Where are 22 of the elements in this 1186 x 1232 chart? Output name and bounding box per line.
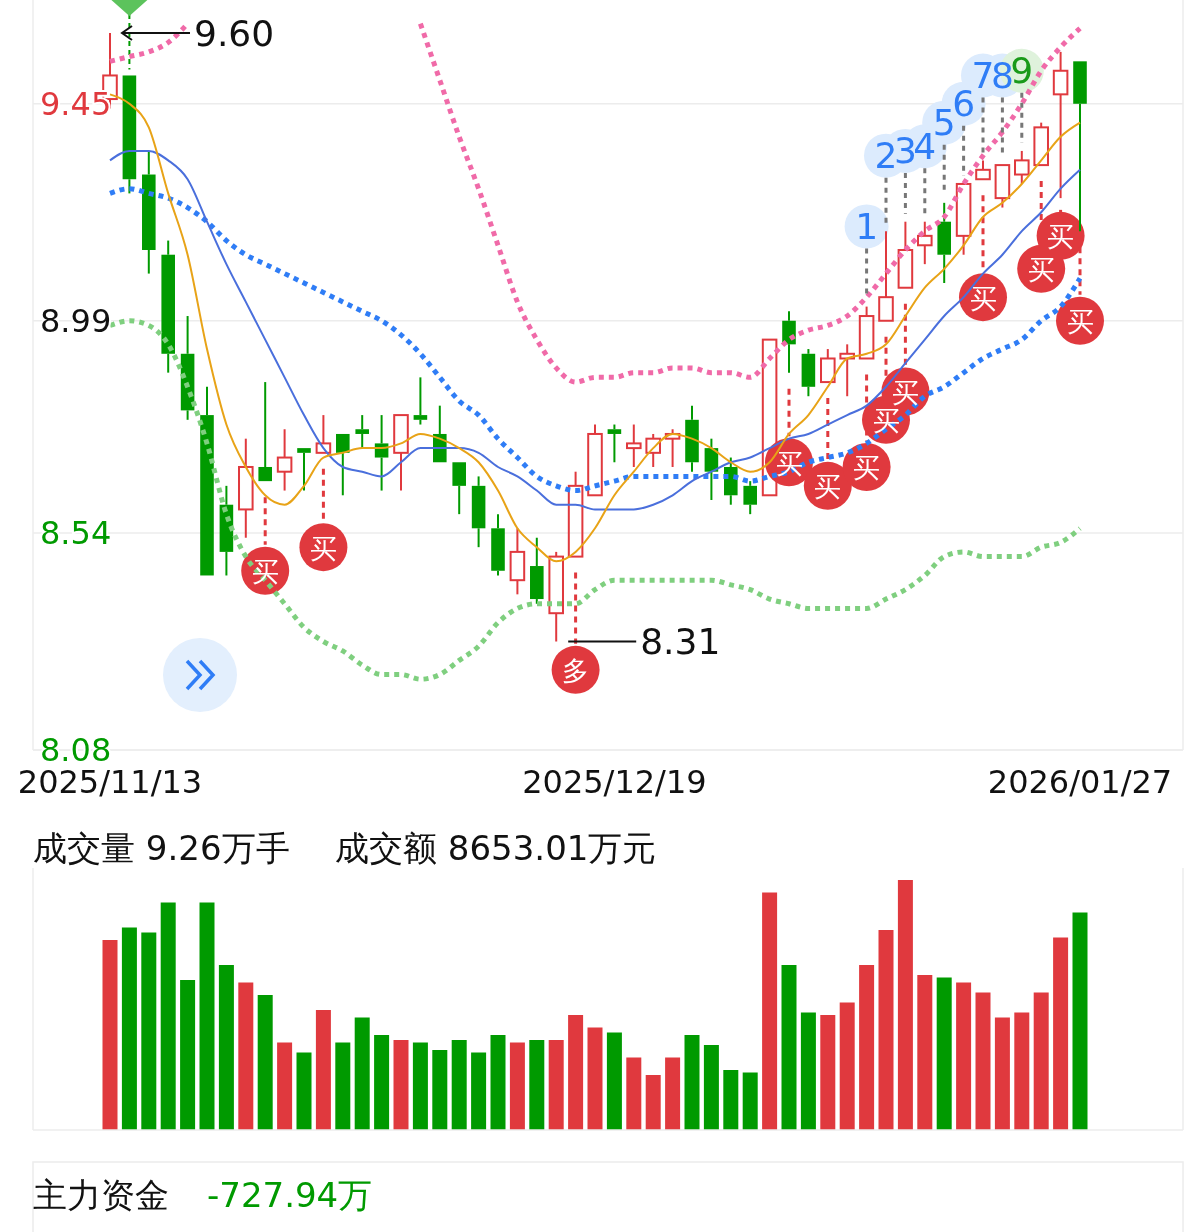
data-label: 买 [309,532,337,564]
text: 主力资金 [33,1175,169,1215]
y-tick-label: 9.45 [40,84,112,123]
y-tick-label: 8.99 [40,301,112,340]
data-label: 买 [1027,254,1055,286]
annotation: 9.60 [194,12,275,54]
data-label: 买 [814,471,842,503]
annotation: 8.31 [640,621,721,663]
text: -727.94万 [207,1175,373,1215]
chart-title: 成交量 9.26万手 [33,828,290,868]
x-tick-label: 2025/12/19 [522,763,707,801]
data-label: 买 [853,452,881,484]
data-label: 买 [1066,306,1094,338]
x-tick-label: 2026/01/27 [987,763,1173,801]
data-label: 买 [1047,221,1075,253]
data-label: 买 [251,556,279,588]
data-label: 多 [562,655,590,687]
chart-subtitle: 成交额 8653.01万元 [335,828,657,868]
data-label: 买 [969,282,997,314]
y-tick-label: 8.54 [40,514,112,553]
annotation: 1 [855,205,879,247]
data-label: 买 [775,447,803,479]
